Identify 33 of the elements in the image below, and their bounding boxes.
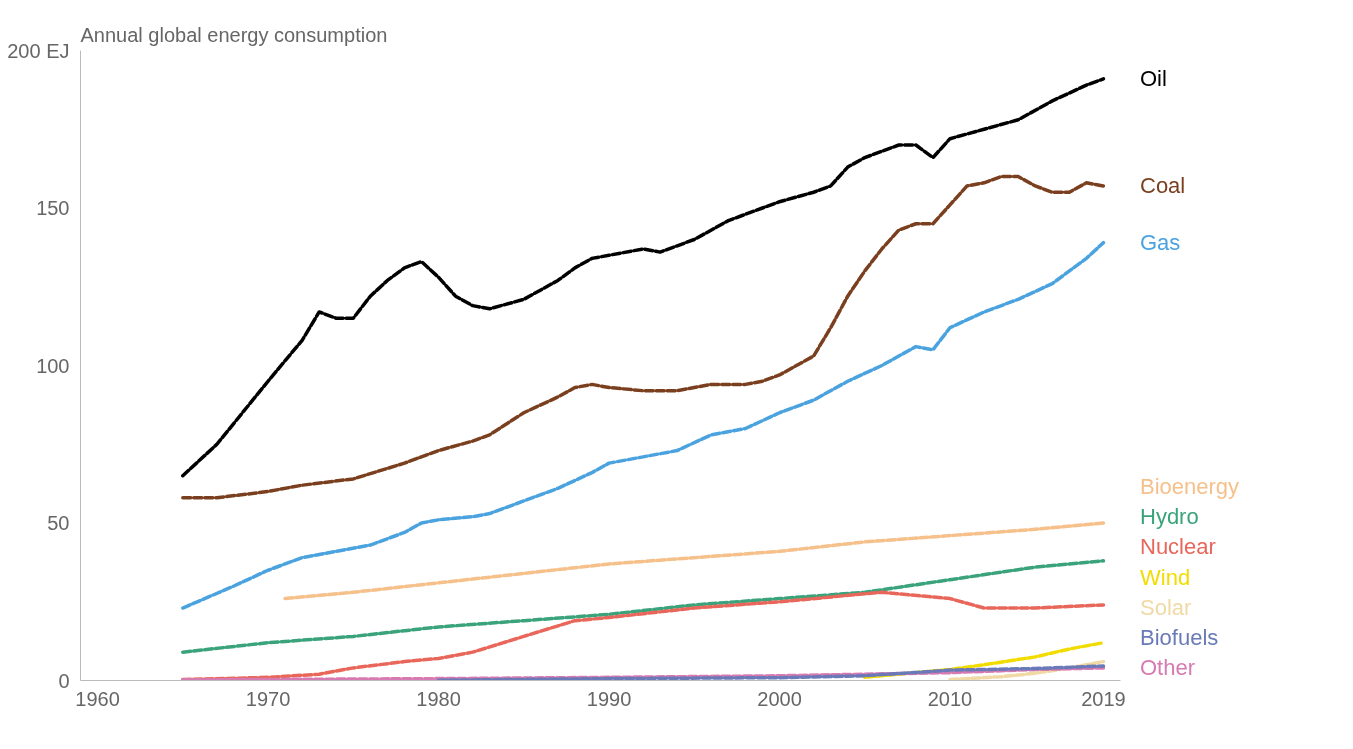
line-series [181,240,1106,610]
chart-title: Annual global energy consumption [80,23,388,46]
series-label: Other [1140,655,1196,681]
x-tick-label: 1960 [75,687,120,710]
x-tick-label: 2010 [927,687,973,710]
x-tick-label: 2019 [1081,687,1126,710]
line-series [181,174,1106,500]
series-label: Oil [1140,66,1167,92]
y-tick-label: 0 [58,669,70,692]
series-label: Biofuels [1140,625,1219,651]
x-tick-label: 2000 [757,687,802,710]
y-tick-label: 200 EJ [7,39,70,62]
line-series [181,590,1106,681]
line-series [436,664,1106,681]
line-series [181,559,1106,654]
series-label: Gas [1140,230,1181,256]
y-tick-label: 150 [36,197,70,219]
series-label: Bioenergy [1140,473,1240,499]
text: Hydro [1140,504,1199,530]
line-series [181,77,1106,478]
line-series [948,659,1106,681]
y-tick-label: 100 [36,354,70,377]
line-series [181,666,1106,681]
text: Solar [1140,594,1192,620]
x-tick-label: 1970 [245,687,291,710]
line-series [863,640,1106,680]
x-tick-label: 1980 [416,687,461,710]
text: Nuclear [1140,534,1216,560]
series-label: Coal [1140,173,1186,199]
text: Wind [1140,564,1191,590]
y-tick-label: 50 [47,512,70,534]
line-series [283,521,1106,601]
x-tick-label: 1990 [586,687,632,710]
